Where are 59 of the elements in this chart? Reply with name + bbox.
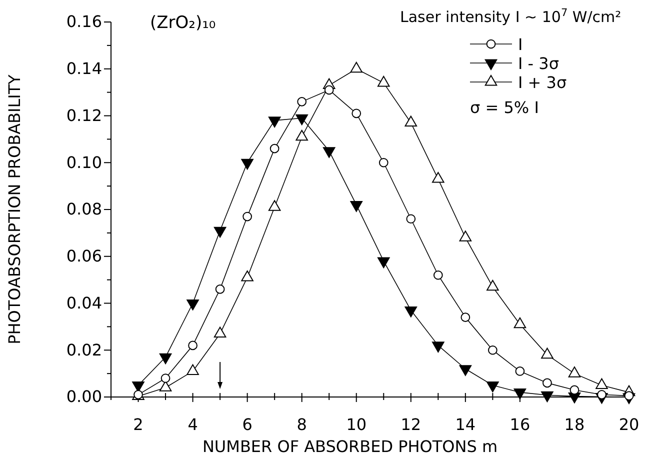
point — [377, 76, 390, 87]
point — [404, 306, 418, 318]
point — [406, 214, 416, 224]
point — [433, 270, 443, 280]
point — [570, 385, 580, 395]
y-tick-label: 0.12 — [66, 106, 102, 125]
point — [514, 388, 526, 400]
point — [460, 312, 470, 322]
chart-title: (ZrO₂)₁₀ — [150, 13, 216, 33]
point — [624, 391, 634, 401]
y-tick-label: 0.14 — [66, 58, 102, 78]
point — [432, 342, 444, 352]
y-tick-label: 0.16 — [66, 12, 102, 32]
point — [297, 97, 307, 106]
point — [459, 365, 472, 376]
annotation: σ = 5% I — [470, 98, 539, 117]
point — [296, 130, 308, 141]
x-tick-label: 16 — [510, 415, 530, 434]
point — [159, 353, 172, 364]
x-tick-label: 14 — [455, 415, 476, 434]
point — [515, 366, 525, 376]
legend-label: I — [518, 35, 523, 54]
x-tick-label: 12 — [400, 415, 422, 434]
point — [215, 284, 225, 294]
point — [324, 85, 334, 95]
point — [242, 212, 252, 222]
x-tick-label: 18 — [564, 415, 585, 434]
point — [486, 382, 499, 392]
point — [352, 108, 362, 118]
legend-title: Laser intensity I ~ 10$^{7}$ W/cm² — [400, 7, 622, 26]
y-axis-title: PHOTOABSORPTION PROBABILITY — [5, 74, 24, 344]
point — [378, 158, 388, 168]
point — [488, 345, 498, 355]
point — [404, 116, 418, 127]
x-tick-label: 8 — [296, 415, 307, 434]
x-axis-title: NUMBER OF ABSORBED PHOTONS m — [202, 437, 498, 456]
legend-label: I + 3σ — [518, 73, 567, 92]
point — [186, 299, 199, 310]
point — [188, 340, 198, 350]
point — [160, 374, 170, 383]
point — [459, 230, 472, 242]
y-tick-label: 0.08 — [66, 200, 102, 219]
point — [270, 144, 280, 154]
point — [268, 200, 281, 211]
y-tick-label: 0.00 — [66, 387, 102, 406]
x-tick-label: 4 — [188, 415, 198, 434]
legend-label: I - 3σ — [518, 54, 559, 73]
y-tick-label: 0.10 — [66, 152, 102, 172]
x-tick-label: 6 — [242, 415, 252, 434]
point — [541, 391, 554, 402]
y-tick-label: 0.04 — [66, 293, 102, 312]
x-tick-label: 2 — [133, 415, 144, 434]
x-tick-label: 10 — [346, 415, 367, 434]
y-tick-label: 0.02 — [66, 340, 102, 360]
point — [432, 172, 444, 183]
point — [350, 62, 363, 73]
x-tick-label: 20 — [618, 415, 640, 434]
y-tick-label: 0.06 — [66, 246, 102, 266]
point — [542, 378, 552, 388]
